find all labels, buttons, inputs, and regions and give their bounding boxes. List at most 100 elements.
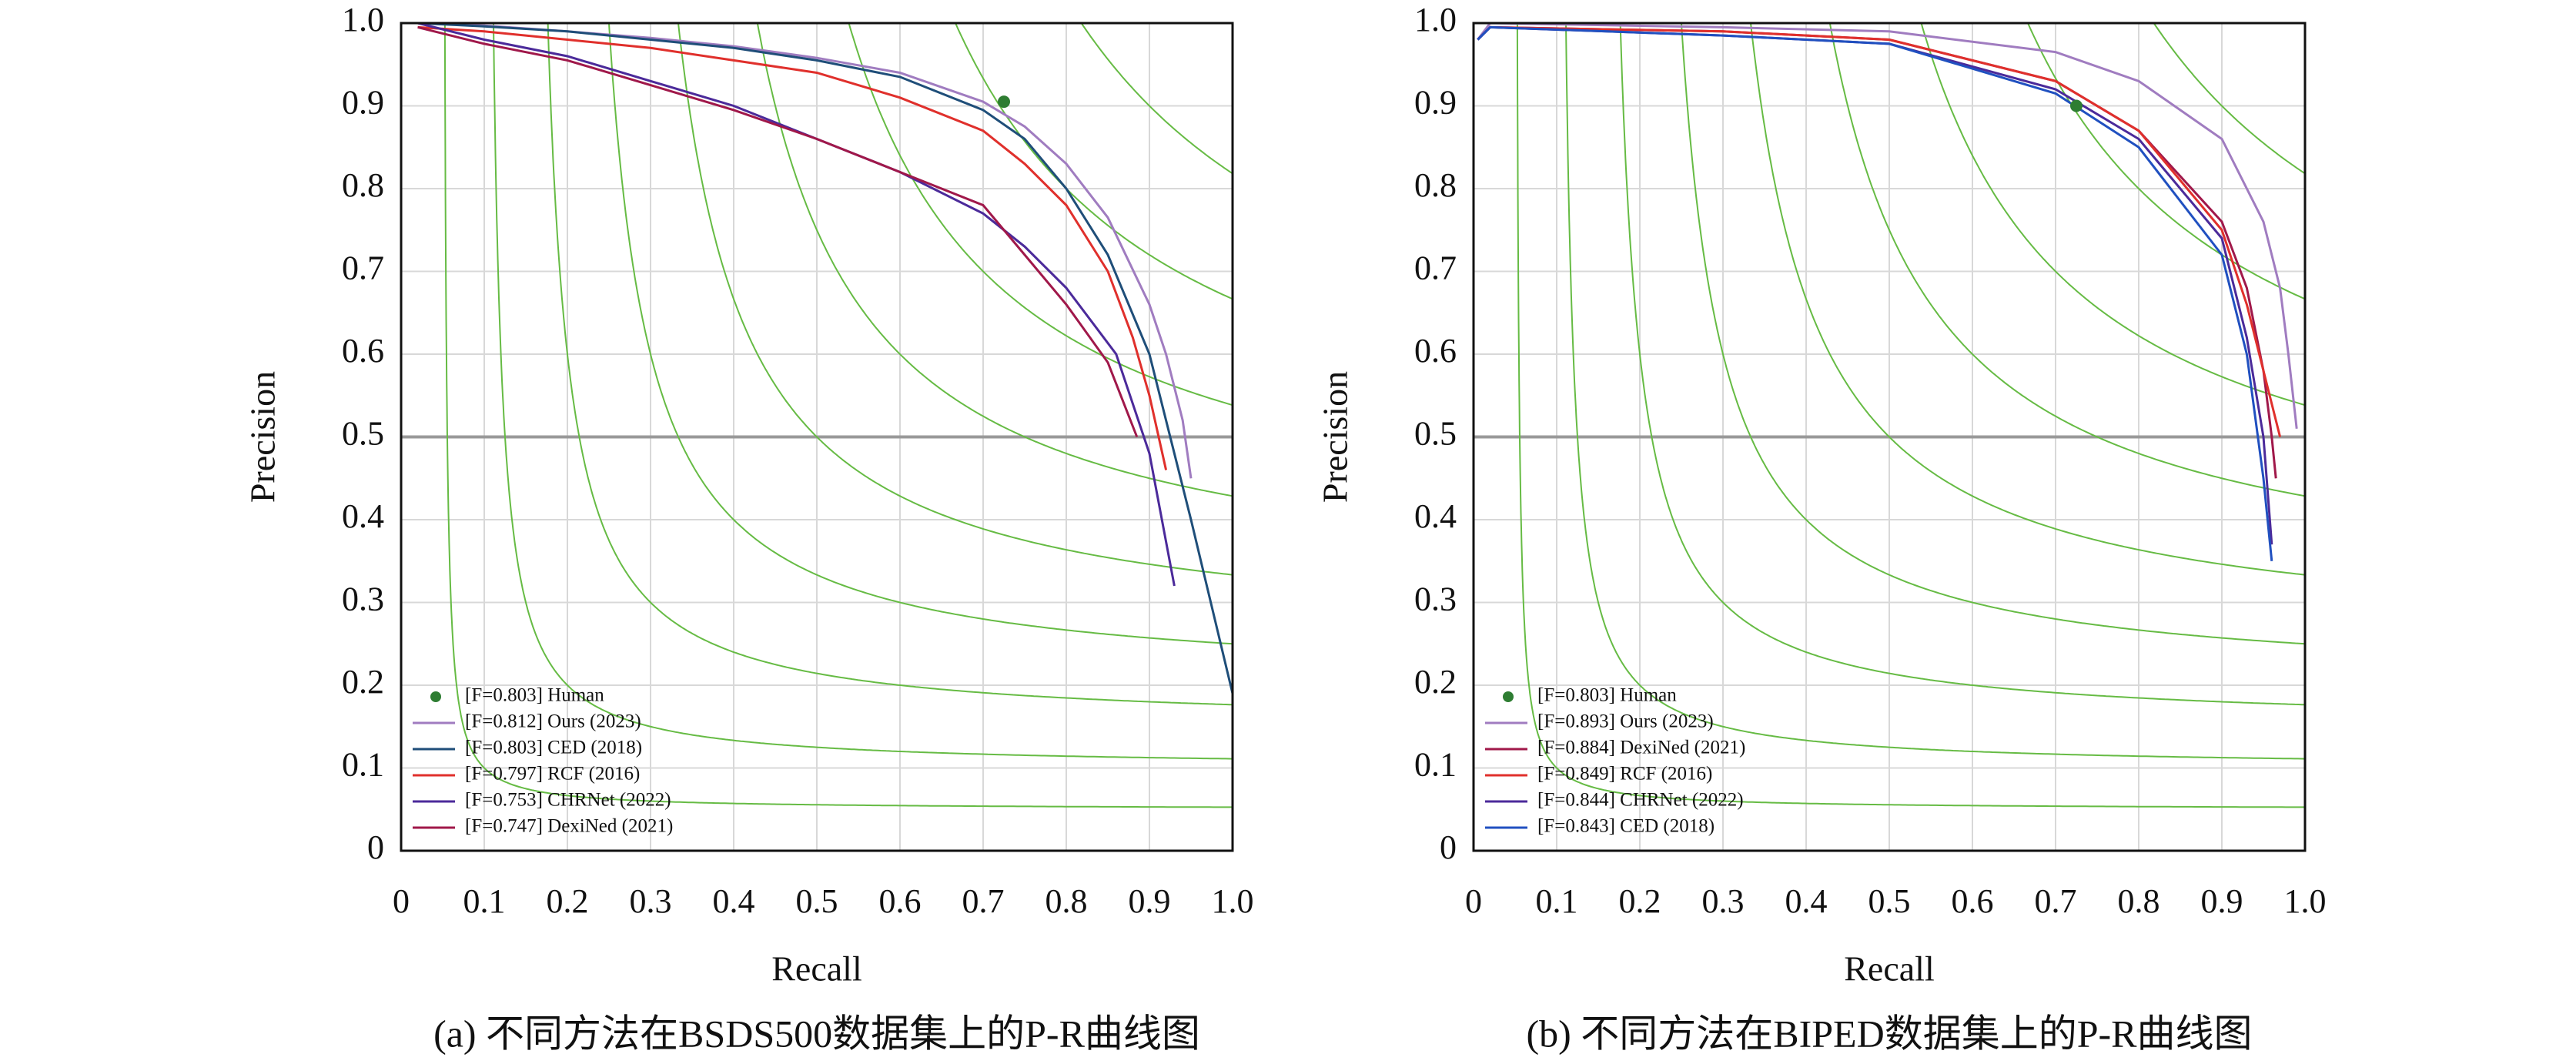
y-tick-label: 0.4 bbox=[1414, 497, 1457, 535]
y-tick-label: 0.3 bbox=[1414, 581, 1457, 618]
x-tick-label: 0.9 bbox=[2201, 882, 2243, 920]
iso-f-curve bbox=[1565, 23, 2305, 760]
iso-f-curve bbox=[493, 23, 1233, 760]
y-tick-label: 0.7 bbox=[1414, 249, 1457, 287]
legend-label: [F=0.884] DexiNed (2021) bbox=[1537, 738, 1745, 758]
iso-f-curve bbox=[756, 23, 1233, 497]
pr-curve bbox=[417, 23, 1233, 694]
pr-curve bbox=[417, 23, 1176, 587]
iso-f-curve bbox=[547, 23, 1233, 706]
x-axis-label: Recall bbox=[1844, 949, 1935, 989]
x-tick-label: 0.7 bbox=[962, 882, 1005, 920]
x-tick-label: 0.5 bbox=[1868, 882, 1911, 920]
iso-f-curve bbox=[1828, 23, 2305, 497]
iso-f-curve bbox=[1516, 23, 2305, 808]
iso-f-curve bbox=[2026, 23, 2305, 300]
y-tick-label: 0.4 bbox=[342, 497, 384, 535]
y-tick-label: 0.9 bbox=[1414, 84, 1457, 122]
y-axis-label: Precision bbox=[1316, 371, 1355, 503]
y-tick-label: 0.7 bbox=[342, 249, 384, 287]
pr-curve bbox=[1477, 25, 2277, 479]
legend: [F=0.803] Human [F=0.893] Ours (2023) [F=0… bbox=[1485, 685, 1745, 837]
legend-label: [F=0.803] CED (2018) bbox=[465, 738, 642, 758]
legend-label: [F=0.812] Ours (2023) bbox=[465, 711, 641, 732]
x-tick-label: 0.2 bbox=[547, 882, 589, 920]
legend-label: [F=0.893] Ours (2023) bbox=[1537, 711, 1714, 732]
pr-curve bbox=[417, 25, 1139, 438]
y-tick-label: 0 bbox=[1440, 828, 1457, 866]
human-point bbox=[2070, 99, 2083, 112]
pr-curve bbox=[417, 25, 1168, 470]
iso-f-curve bbox=[1920, 23, 2305, 407]
legend-label: [F=0.753] CHRNet (2022) bbox=[465, 790, 671, 811]
series-group bbox=[417, 23, 1233, 694]
y-axis-label: Precision bbox=[243, 371, 283, 503]
legend-label: [F=0.747] DexiNed (2021) bbox=[465, 816, 673, 837]
x-tick-label: 0.6 bbox=[1952, 882, 1994, 920]
chart: 0 0.1 0.2 0.3 0.4 0.5 0.6 0.7 0.8 0.9 1.0 0 0.1 0.2 0.… bbox=[243, 1, 1254, 1055]
x-tick-label: 0.4 bbox=[713, 882, 755, 920]
x-axis-label: Recall bbox=[771, 949, 862, 989]
series-group bbox=[1477, 23, 2298, 561]
x-tick-label: 0.8 bbox=[1045, 882, 1088, 920]
x-tick-label: 0 bbox=[1465, 882, 1482, 920]
x-tick-label: 1.0 bbox=[2284, 882, 2327, 920]
y-tick-label: 0.2 bbox=[342, 663, 384, 701]
iso-f-curve bbox=[954, 23, 1233, 300]
legend-label: [F=0.803] Human bbox=[1537, 685, 1677, 706]
x-tick-label: 0 bbox=[393, 882, 410, 920]
y-tick-label: 0.8 bbox=[342, 166, 384, 204]
legend-label: [F=0.844] CHRNet (2022) bbox=[1537, 790, 1744, 811]
y-tick-label: 0.3 bbox=[342, 581, 384, 618]
legend-label: [F=0.849] RCF (2016) bbox=[1537, 764, 1712, 785]
legend-marker bbox=[1503, 691, 1514, 702]
y-tick-label: 1.0 bbox=[342, 1, 384, 38]
legend: [F=0.803] Human [F=0.812] Ours (2023) [F=0… bbox=[413, 685, 673, 837]
x-tick-label: 0.1 bbox=[463, 882, 506, 920]
x-tick-label: 0.5 bbox=[796, 882, 838, 920]
pr-curve bbox=[417, 23, 1193, 479]
human-point bbox=[998, 95, 1010, 109]
x-tick-label: 0.7 bbox=[2035, 882, 2077, 920]
x-tick-label: 0.6 bbox=[879, 882, 922, 920]
y-tick-label: 0.5 bbox=[1414, 415, 1457, 453]
legend-label: [F=0.803] Human bbox=[465, 685, 604, 706]
y-tick-label: 0.8 bbox=[1414, 166, 1457, 204]
y-tick-label: 0.1 bbox=[342, 746, 384, 784]
pr-curve bbox=[1477, 25, 2273, 561]
iso-f-curve bbox=[1681, 23, 2305, 645]
pr-curve bbox=[1477, 25, 2282, 437]
iso-f-curve bbox=[2153, 23, 2305, 175]
x-tick-label: 0.9 bbox=[1129, 882, 1171, 920]
y-tick-label: 1.0 bbox=[1414, 1, 1457, 38]
y-tick-label: 0.5 bbox=[342, 415, 384, 453]
x-tick-label: 0.3 bbox=[630, 882, 672, 920]
x-tick-label: 0.4 bbox=[1785, 882, 1828, 920]
iso-f-curve bbox=[848, 23, 1233, 407]
x-tick-label: 0.2 bbox=[1619, 882, 1661, 920]
caption: (a) 不同方法在BSDS500数据集上的P-R曲线图 bbox=[433, 1012, 1200, 1055]
iso-f-curve bbox=[1080, 23, 1233, 175]
chart: 0 0.1 0.2 0.3 0.4 0.5 0.6 0.7 0.8 0.9 1.0 0 0.1 0.2 0.… bbox=[1316, 1, 2327, 1055]
x-tick-label: 0.1 bbox=[1536, 882, 1578, 920]
y-tick-label: 0.9 bbox=[342, 84, 384, 122]
legend-marker bbox=[430, 691, 441, 702]
plot-frame bbox=[1472, 22, 2307, 852]
iso-f-curve bbox=[608, 23, 1233, 645]
legend-label: [F=0.843] CED (2018) bbox=[1537, 816, 1715, 837]
y-tick-label: 0 bbox=[367, 828, 384, 866]
iso-f-curves bbox=[443, 23, 1233, 808]
iso-f-curve bbox=[443, 23, 1233, 808]
iso-f-curve bbox=[1750, 23, 2305, 576]
y-tick-label: 0.2 bbox=[1414, 663, 1457, 701]
x-tick-label: 0.8 bbox=[2118, 882, 2160, 920]
caption: (b) 不同方法在BIPED数据集上的P-R曲线图 bbox=[1526, 1012, 2252, 1055]
y-tick-label: 0.1 bbox=[1414, 746, 1457, 784]
iso-f-curve bbox=[677, 23, 1233, 576]
plot-frame bbox=[400, 22, 1234, 852]
y-tick-label: 0.6 bbox=[342, 332, 384, 370]
x-tick-label: 1.0 bbox=[1212, 882, 1254, 920]
y-tick-label: 0.6 bbox=[1414, 332, 1457, 370]
x-tick-label: 0.3 bbox=[1702, 882, 1745, 920]
